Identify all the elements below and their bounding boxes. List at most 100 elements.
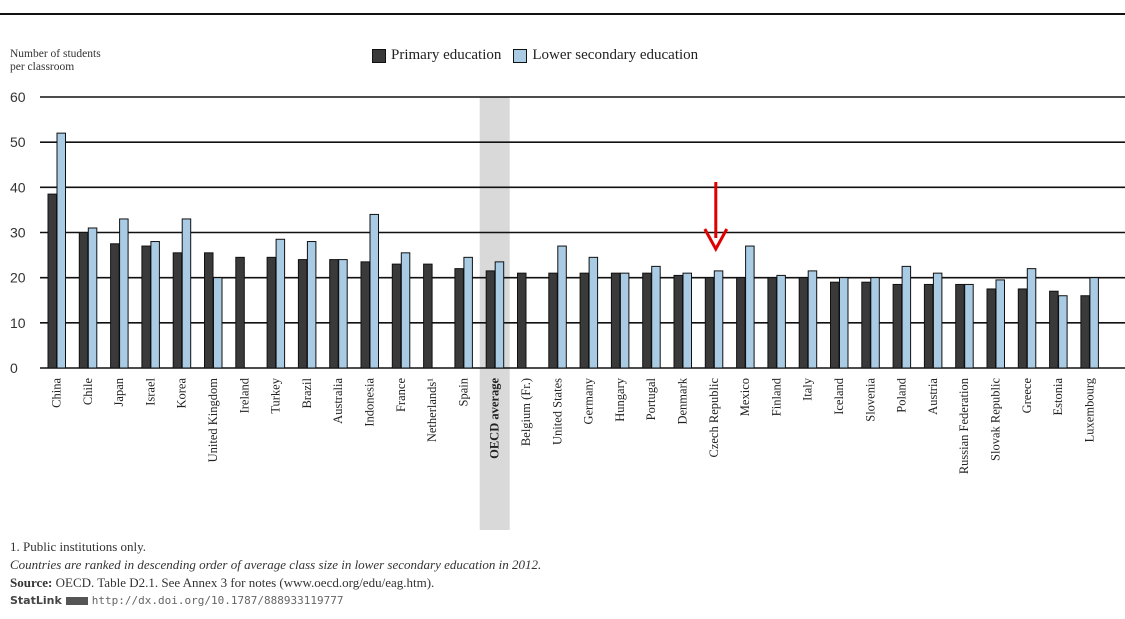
x-tick-label: Ireland bbox=[237, 377, 251, 413]
bar-primary bbox=[485, 270, 496, 369]
bar-primary bbox=[423, 263, 433, 369]
x-tick-label: Czech Republic bbox=[707, 378, 721, 458]
bar-primary bbox=[642, 272, 652, 369]
source-line: Source: OECD. Table D2.1. See Annex 3 fo… bbox=[10, 574, 541, 592]
bar-lower-secondary bbox=[369, 213, 379, 369]
bar-lower-secondary bbox=[713, 270, 724, 369]
legend-label-lower-secondary: Lower secondary education bbox=[532, 47, 699, 63]
bar-lower-secondary bbox=[745, 245, 755, 369]
y-tick-label: 20 bbox=[10, 270, 26, 286]
bar-lower-secondary bbox=[275, 238, 286, 369]
x-tick-label: Greece bbox=[1020, 378, 1034, 414]
bar-primary bbox=[360, 261, 370, 369]
bar-primary bbox=[986, 288, 996, 369]
y-tick-label: 0 bbox=[10, 360, 18, 376]
legend-item-lower-secondary: Lower secondary education bbox=[513, 47, 698, 64]
statlink-url[interactable]: http://dx.doi.org/10.1787/888933119777 bbox=[91, 594, 344, 607]
bar-chart: 0 10 20 30 40 50 60 China Chile Japan Israel Korea… bbox=[0, 13, 1125, 530]
x-tick-label: Poland bbox=[895, 377, 909, 412]
y-tick-label: 50 bbox=[10, 134, 26, 150]
source-label: Source: bbox=[10, 575, 53, 590]
statlink-icon bbox=[65, 597, 88, 605]
footnote-public-institutions: 1. Public institutions only. bbox=[10, 539, 147, 554]
statlink-label: StatLink bbox=[10, 594, 62, 607]
bar-primary bbox=[892, 283, 903, 369]
bar-lower-secondary bbox=[306, 241, 317, 369]
x-tick-label: Turkey bbox=[269, 377, 283, 413]
bar-primary bbox=[517, 272, 527, 369]
bar-primary bbox=[454, 268, 464, 369]
bar-primary bbox=[767, 277, 777, 369]
marker-arrow-head bbox=[703, 228, 729, 253]
bar-primary bbox=[830, 281, 840, 369]
bar-primary bbox=[1017, 288, 1028, 369]
bar-primary bbox=[579, 272, 590, 369]
legend-label-primary: Primary education bbox=[391, 47, 502, 63]
bar-primary bbox=[923, 283, 934, 369]
bar-primary bbox=[704, 277, 715, 369]
bar-primary bbox=[110, 243, 120, 369]
x-tick-label: Germany bbox=[582, 377, 596, 424]
legend-swatch-lower-secondary bbox=[513, 48, 528, 63]
bar-primary bbox=[47, 193, 57, 369]
x-tick-label: Indonesia bbox=[363, 378, 377, 427]
bar-primary bbox=[548, 272, 558, 369]
bar-primary bbox=[172, 252, 183, 369]
bar-primary bbox=[391, 263, 402, 369]
bar-lower-secondary bbox=[682, 272, 692, 369]
bar-primary bbox=[1049, 290, 1059, 369]
legend-swatch-primary bbox=[372, 48, 386, 63]
bar-lower-secondary bbox=[463, 256, 473, 369]
bar-lower-secondary bbox=[1089, 277, 1099, 369]
x-tick-label: Japan bbox=[112, 377, 126, 406]
bar-lower-secondary bbox=[87, 227, 98, 369]
bar-lower-secondary bbox=[181, 218, 192, 369]
y-tick-label: 30 bbox=[10, 225, 26, 241]
x-tick-label: Italy bbox=[801, 377, 815, 401]
x-tick-label: Mexico bbox=[738, 378, 752, 416]
x-tick-label: Korea bbox=[175, 378, 189, 409]
bar-lower-secondary bbox=[1058, 295, 1068, 369]
bar-lower-secondary bbox=[619, 272, 630, 369]
legend-item-primary: Primary education bbox=[372, 47, 501, 64]
bar-lower-secondary bbox=[150, 241, 160, 369]
x-tick-label: Iceland bbox=[832, 377, 846, 415]
bar-lower-secondary bbox=[56, 132, 66, 369]
ranking-note: Countries are ranked in descending order… bbox=[10, 557, 542, 572]
bar-primary bbox=[204, 252, 214, 369]
bar-primary bbox=[235, 256, 245, 369]
x-tick-label: Spain bbox=[456, 377, 470, 406]
bar-lower-secondary bbox=[588, 256, 599, 369]
bar-lower-secondary bbox=[494, 261, 505, 369]
bar-lower-secondary bbox=[338, 259, 348, 369]
x-tick-label: United Kingdom bbox=[206, 378, 220, 463]
x-tick-label: Hungary bbox=[613, 377, 627, 421]
statlink-line: StatLink http://dx.doi.org/10.1787/888933… bbox=[10, 592, 541, 610]
bar-primary bbox=[736, 277, 746, 369]
bar-primary bbox=[78, 232, 89, 369]
bar-primary bbox=[141, 245, 151, 369]
bar-primary bbox=[266, 256, 277, 369]
y-tick-label: 40 bbox=[10, 179, 26, 195]
bar-lower-secondary bbox=[870, 277, 880, 369]
bar-primary bbox=[798, 277, 809, 369]
chart-legend: Primary education Lower secondary educat… bbox=[372, 47, 710, 64]
y-tick-label: 10 bbox=[10, 315, 26, 331]
bar-lower-secondary bbox=[964, 283, 974, 369]
chart-footer: 1. Public institutions only. Countries a… bbox=[10, 538, 541, 610]
x-tick-label: France bbox=[394, 378, 408, 412]
bar-primary bbox=[329, 259, 339, 369]
x-tick-label: Australia bbox=[331, 378, 345, 424]
bar-primary bbox=[297, 259, 308, 369]
bar-lower-secondary bbox=[213, 277, 223, 369]
x-tick-label: Estonia bbox=[1051, 378, 1065, 416]
bar-lower-secondary bbox=[651, 265, 661, 369]
x-tick-label: Chile bbox=[81, 378, 95, 406]
x-tick-label: Israel bbox=[143, 377, 157, 405]
bar-lower-secondary bbox=[839, 277, 849, 369]
source-text: OECD. Table D2.1. See Annex 3 for notes … bbox=[55, 575, 435, 590]
x-tick-label: Luxembourg bbox=[1082, 377, 1096, 442]
bar-lower-secondary bbox=[400, 252, 411, 369]
bar-lower-secondary bbox=[557, 245, 567, 369]
bar-lower-secondary bbox=[901, 265, 912, 369]
